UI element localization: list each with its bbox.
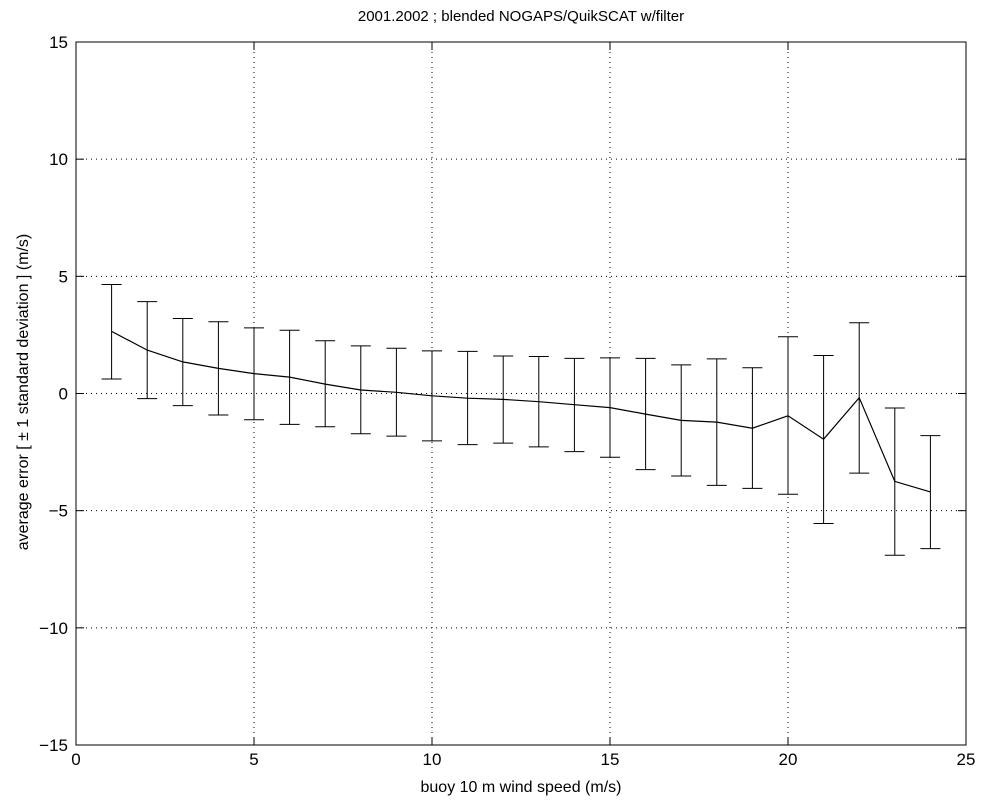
error-bar (493, 355, 514, 444)
error-bar (279, 329, 300, 425)
y-tick-label: −15 (39, 736, 68, 755)
x-tick-label: 10 (423, 750, 442, 769)
error-bar (600, 357, 620, 458)
error-bar (778, 336, 798, 495)
error-bar (315, 340, 336, 428)
x-tick-label: 15 (601, 750, 620, 769)
error-bar (849, 322, 870, 474)
x-tick-label: 20 (779, 750, 798, 769)
error-bar (742, 367, 763, 489)
y-tick-label: 15 (49, 33, 68, 52)
y-tick-label: 10 (49, 150, 68, 169)
error-bar (528, 355, 549, 448)
error-bar (137, 301, 158, 400)
error-bar (208, 321, 229, 416)
error-bar (350, 345, 371, 435)
error-bar (564, 357, 585, 453)
x-axis-label: buoy 10 m wind speed (m/s) (421, 779, 622, 796)
error-bar (884, 407, 905, 556)
error-bar (172, 318, 193, 407)
chart-title: 2001.2002 ; blended NOGAPS/QuikSCAT w/fi… (358, 8, 684, 25)
error-bar (706, 358, 727, 486)
axis-ticks: 0 5 10 15 20 25 −15 −10 −5 0 5 10 15 (39, 33, 975, 769)
error-bar (813, 355, 834, 525)
error-bar (244, 327, 264, 421)
x-tick-label: 25 (957, 750, 976, 769)
error-bar (386, 347, 407, 437)
error-bar (101, 284, 122, 380)
y-tick-label: 5 (59, 267, 68, 286)
error-bar (422, 350, 442, 442)
grid-lines (76, 42, 966, 745)
x-tick-label: 0 (71, 750, 80, 769)
error-bar (457, 350, 478, 446)
mean-error-line (111, 330, 931, 493)
y-tick-label: 0 (59, 385, 68, 404)
error-bar (920, 435, 941, 550)
error-bar (671, 364, 692, 477)
y-tick-label: −10 (39, 619, 68, 638)
error-bar (635, 357, 656, 471)
y-axis-label: average error [ ± 1 standard deviation ]… (15, 234, 32, 550)
x-tick-label: 5 (249, 750, 258, 769)
data-series (101, 284, 941, 556)
y-tick-label: −5 (49, 502, 68, 521)
